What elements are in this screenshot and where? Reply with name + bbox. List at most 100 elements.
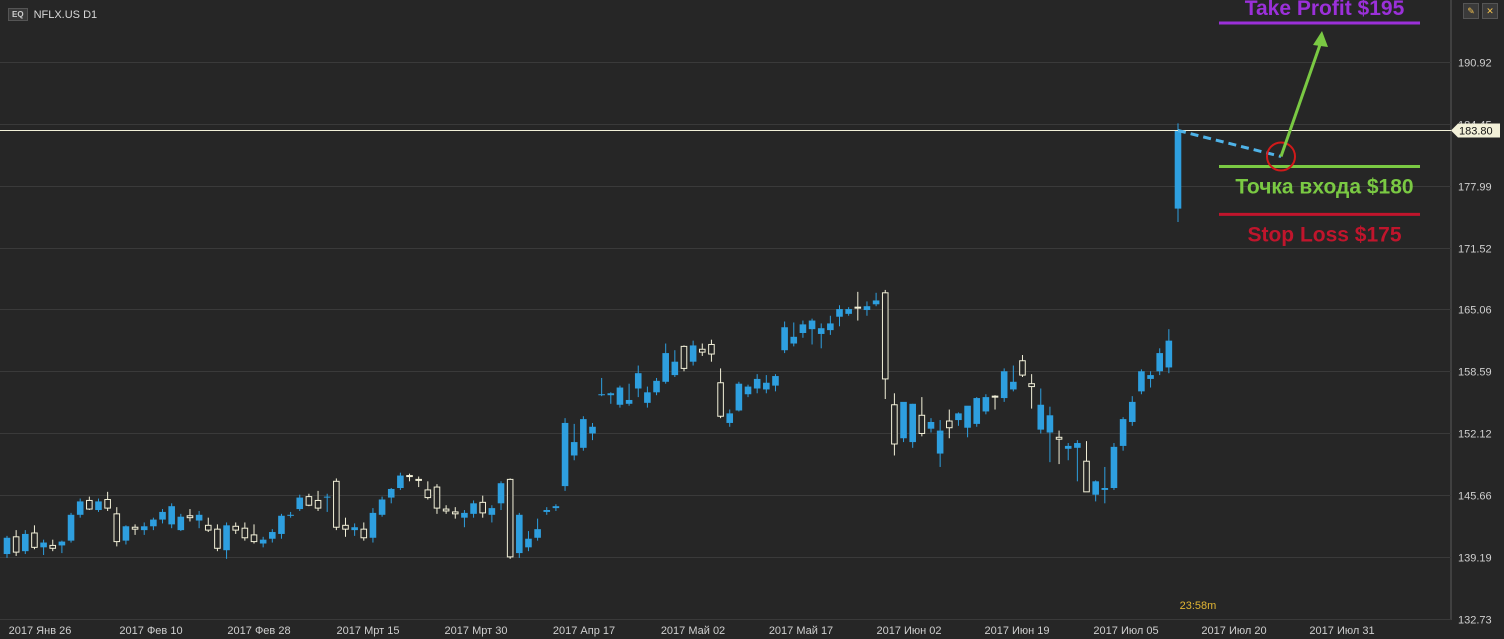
candle-body [671,361,679,376]
candle-body [342,524,349,530]
candle-body [442,508,450,512]
candle-body [278,515,285,534]
candle-body [287,514,294,516]
candle-body [973,398,981,424]
candle-body [516,514,523,554]
candle-body [991,395,999,398]
x-tick-label: 2017 Июн 02 [876,625,941,637]
candle-body [781,327,788,351]
candle-body [76,501,84,515]
candle-body [1074,443,1081,448]
candle-body [269,532,276,539]
candle-body [131,526,139,530]
annotation-label: Take Profit $195 [1245,0,1405,20]
candle-body [305,496,313,506]
candle-body [1055,436,1063,440]
candle-body [1037,404,1045,430]
candle-body [159,511,166,520]
candle-body [964,405,971,428]
annotation-label: Точка входа $180 [1235,175,1413,198]
candle-body [909,403,916,443]
candle-body [3,537,11,555]
candle-body [314,499,322,509]
y-tick-label: 132.73 [1458,615,1492,627]
candle-body [1110,446,1118,489]
entry-dashed-arrow [1177,129,1282,158]
x-tick-label: 2017 Мрт 30 [445,625,508,637]
candle-body [479,501,487,514]
take-profit-arrow [1279,38,1324,157]
candle-body [580,419,587,448]
candle-body [872,300,880,305]
candle-body [150,519,157,527]
candle-body [333,480,340,528]
symbol-label: NFLX.US D1 [33,8,98,21]
candle-body [662,353,669,382]
candle-body [570,442,578,456]
current-price-marker [1451,123,1500,138]
x-tick-label: 2017 Июл 31 [1309,625,1374,637]
x-tick-label: 2017 Фев 28 [227,625,290,637]
candle-body [378,499,386,515]
candle-body [168,506,175,525]
bar-timer: 23:58m [1180,600,1217,612]
candle-body [1128,401,1136,422]
candle-body [360,528,368,539]
y-tick-label: 177.99 [1458,182,1492,194]
candle-body [552,506,560,509]
current-price-label: 183.80 [1459,126,1493,138]
y-tick-label: 158.59 [1458,367,1492,379]
candle-body [543,510,551,512]
candle-body [644,392,651,403]
x-tick-label: 2017 Мрт 15 [337,625,400,637]
candle-body [232,525,240,531]
candle-body [799,324,807,333]
candle-body [863,306,871,311]
candle-body [49,544,57,549]
candle-body [1000,371,1008,399]
candle-body [598,394,605,396]
candle-body [86,499,93,510]
y-tick-label: 145.66 [1458,491,1492,503]
candle-body [506,478,514,558]
candle-body [653,380,660,393]
close-icon[interactable]: ✕ [1482,3,1498,19]
candle-body [1147,375,1154,379]
candle-body [433,486,441,509]
candle-body [351,527,358,531]
candle-body [214,528,221,549]
candle-body [1165,340,1173,368]
arrowhead-icon [1313,30,1328,47]
candle-body [1019,360,1026,376]
candle-body [735,383,743,411]
candle-body [113,513,121,543]
candle-body [1010,381,1017,390]
window-buttons: ✎ ✕ [1463,3,1498,19]
candle-body [223,525,230,551]
candle-body [763,382,770,390]
candle-body [918,414,926,434]
annotation-label: Stop Loss $175 [1247,223,1401,246]
candle-body [40,542,47,548]
candle-body [122,526,130,541]
candle-body [1083,460,1090,493]
candle-body [497,483,505,504]
candle-body [680,345,688,369]
pencil-icon[interactable]: ✎ [1463,3,1479,19]
candle-body [67,514,75,541]
candle-body [1119,419,1127,446]
candle-body [387,488,395,498]
candle-body [900,401,907,439]
candle-body [1092,481,1099,495]
candle-body [982,397,990,412]
candle-body [461,512,468,518]
candle-body [104,498,111,509]
candle-body [424,489,432,499]
candle-body [827,323,834,331]
x-tick-label: 2017 Янв 26 [9,625,72,637]
candle-body [186,515,194,519]
y-tick-label: 171.52 [1458,244,1492,256]
candle-body [58,541,66,546]
candle-body [195,514,203,521]
